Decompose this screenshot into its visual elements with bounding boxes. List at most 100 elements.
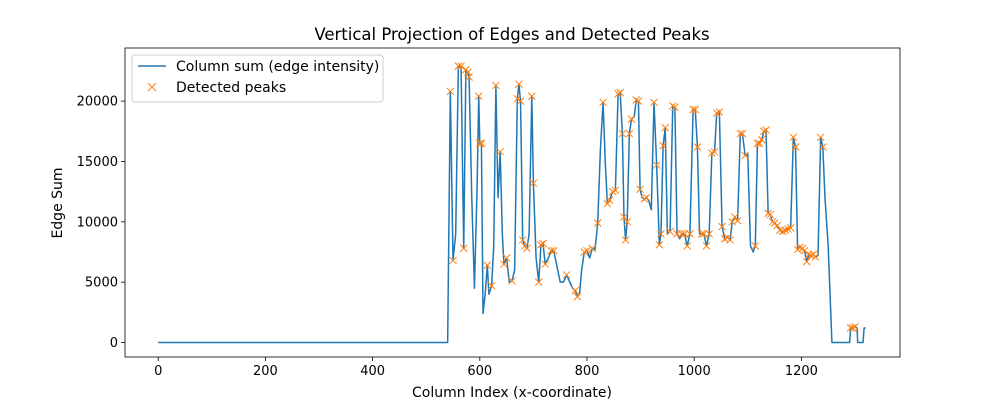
peak-marker — [516, 97, 525, 105]
peak-marker — [454, 62, 463, 70]
y-axis: 0 5000 10000 15000 20000 — [77, 95, 125, 351]
peak-marker — [640, 195, 649, 203]
peak-marker — [686, 230, 694, 238]
peak-marker — [599, 98, 607, 107]
peak-marker — [621, 236, 630, 244]
peak-marker — [702, 242, 711, 250]
peak-marker — [671, 103, 679, 111]
peak-marker — [623, 217, 632, 226]
peak-marker — [778, 227, 787, 236]
legend-marker-swatch — [147, 82, 157, 92]
column-sum-line — [158, 65, 866, 344]
peak-marker — [710, 147, 719, 156]
peak-marker — [583, 246, 591, 255]
peak-marker — [726, 236, 734, 244]
peak-marker — [741, 151, 749, 160]
peak-marker — [661, 123, 670, 132]
peak-marker — [807, 251, 815, 260]
peak-marker — [529, 179, 538, 188]
peak-marker — [449, 256, 457, 265]
peak-marker — [477, 139, 486, 148]
peak-marker — [689, 105, 697, 114]
peak-marker — [712, 109, 721, 118]
y-axis-label: Edge Sum — [50, 167, 66, 238]
peak-marker — [457, 62, 465, 70]
peak-marker — [738, 129, 747, 138]
peak-marker — [523, 244, 531, 253]
peak-marker — [659, 141, 667, 150]
peak-marker — [708, 149, 716, 157]
peak-marker — [608, 187, 617, 196]
peak-marker — [616, 88, 625, 97]
x-tick-label: 800 — [575, 364, 600, 379]
peak-marker — [465, 73, 473, 81]
peak-marker — [731, 213, 739, 221]
peak-marker — [537, 240, 545, 249]
x-tick-label: 1000 — [678, 364, 711, 379]
peak-marker — [459, 244, 468, 253]
peak-marker — [513, 94, 522, 103]
peak-marker — [614, 90, 622, 98]
peak-marker — [571, 286, 580, 295]
peak-marker — [487, 281, 496, 290]
legend-box — [131, 54, 384, 103]
peak-marker — [683, 242, 692, 250]
peak-marker — [636, 185, 644, 194]
peak-marker — [652, 161, 661, 169]
peak-marker — [627, 115, 636, 124]
peak-marker — [736, 129, 745, 138]
peak-marker — [795, 243, 804, 252]
x-tick-label: 200 — [253, 364, 278, 379]
peak-marker — [718, 222, 726, 231]
peak-marker — [492, 81, 500, 90]
peak-marker — [764, 209, 773, 218]
y-tick-label: 20000 — [77, 95, 118, 110]
peak-marker — [605, 196, 614, 204]
peak-marker — [818, 143, 827, 151]
peak-marker — [760, 127, 768, 136]
peak-marker — [549, 246, 558, 255]
peak-marker — [588, 244, 597, 253]
y-tick-label: 15000 — [77, 155, 118, 170]
x-axis: 0 200 400 600 800 1000 1200 — [154, 357, 818, 379]
peak-marker — [642, 193, 651, 202]
plot-frame — [124, 47, 901, 358]
peak-marker — [781, 226, 790, 235]
peak-marker — [580, 248, 589, 256]
peak-marker — [802, 257, 811, 266]
peak-marker — [655, 240, 664, 249]
peak-marker — [464, 68, 472, 76]
x-tick-label: 1200 — [785, 364, 818, 379]
series-layer — [158, 62, 866, 344]
peak-marker — [751, 242, 760, 250]
peak-marker — [475, 139, 484, 148]
chart-title: Vertical Projection of Edges and Detecte… — [314, 25, 709, 44]
x-tick-label: 0 — [154, 364, 162, 379]
y-tick-label: 10000 — [77, 215, 118, 230]
peak-marker — [508, 277, 516, 285]
peak-marker — [611, 186, 620, 195]
peak-marker — [603, 199, 612, 208]
peak-marker — [502, 254, 511, 262]
legend-label-detected-peaks: Detected peaks — [176, 80, 286, 96]
peak-marker — [811, 252, 820, 261]
y-tick-label: 5000 — [85, 276, 118, 291]
peak-marker — [632, 96, 641, 104]
peak-marker — [562, 271, 571, 279]
peak-marker — [693, 143, 702, 151]
x-axis-label: Column Index (x-coordinate) — [412, 385, 612, 400]
peak-marker — [786, 223, 795, 232]
peak-marker — [678, 230, 686, 238]
peak-marker — [446, 87, 455, 96]
peak-marker — [650, 98, 658, 107]
peak-marker — [547, 246, 555, 255]
legend: Column sum (edge intensity) Detected pea… — [131, 54, 384, 103]
x-tick-label: 400 — [360, 364, 385, 379]
peak-marker — [527, 92, 536, 101]
peak-marker — [496, 147, 505, 156]
peak-marker — [789, 133, 798, 142]
peak-marker — [518, 236, 527, 244]
y-tick-label: 0 — [110, 336, 118, 351]
peak-marker — [715, 108, 724, 116]
